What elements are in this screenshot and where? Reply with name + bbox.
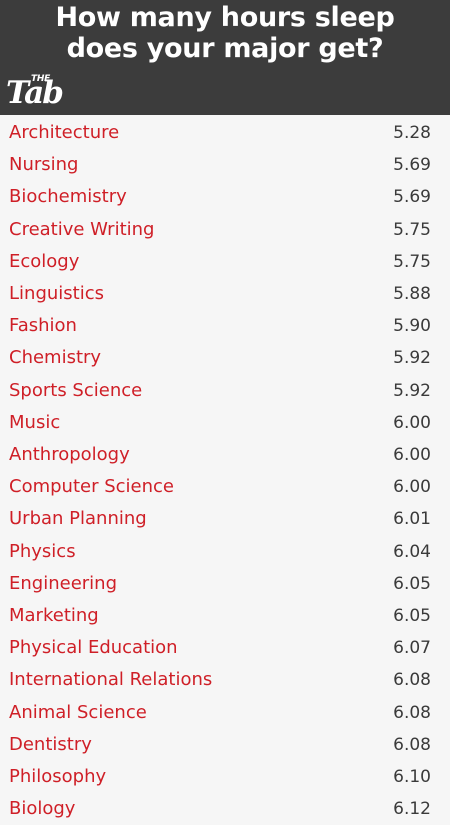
major-label: Sports Science [9,379,143,401]
table-row: Animal Science 6.08 [0,697,450,729]
sleep-hours-value: 6.00 [393,445,431,465]
title-line-2: does your major get? [66,33,384,64]
table-row: Architecture 5.28 [0,117,450,149]
sleep-hours-value: 5.69 [393,155,431,176]
major-label: Animal Science [9,701,147,723]
sleep-hours-value: 5.92 [393,348,431,369]
header: How many hours sleep does your major get… [0,0,450,115]
major-label: Linguistics [9,283,104,304]
major-label: Anthropology [9,444,130,465]
sleep-hours-value: 6.08 [393,670,431,691]
table-row: Computer Science 6.00 [0,471,450,503]
sleep-hours-value: 6.07 [393,638,431,659]
major-label: Ecology [9,250,80,272]
major-label: Marketing [9,605,99,626]
table-row: Linguistics 5.88 [0,278,450,310]
table-row: Nursing 5.69 [0,149,450,181]
table-row: Ecology 5.75 [0,246,450,278]
major-label: International Relations [9,669,213,691]
sleep-table: Architecture 5.28 Nursing 5.69 Biochemistry 5… [0,115,450,822]
sleep-hours-value: 5.69 [393,187,431,208]
sleep-hours-value: 5.75 [393,219,431,240]
table-row: Sports Science 5.92 [0,375,450,407]
table-row: Biology 6.12 [0,793,450,825]
table-row: Physics 6.04 [0,536,450,568]
major-label: Physics [9,540,76,562]
major-label: Engineering [9,572,117,594]
sleep-hours-value: 6.08 [393,734,431,755]
sleep-hours-value: 6.04 [393,541,431,562]
logo-small-text: THE [31,74,50,84]
sleep-hours-value: 5.90 [393,316,431,337]
major-label: Creative Writing [9,218,155,240]
table-row: Philosophy 6.10 [0,761,450,793]
table-row: Marketing 6.05 [0,600,450,632]
table-row: Anthropology 6.00 [0,439,450,471]
major-label: Biochemistry [9,186,127,208]
sleep-hours-value: 6.10 [393,767,431,787]
table-row: Fashion 5.90 [0,310,450,342]
sleep-hours-value: 5.88 [393,284,431,304]
major-label: Computer Science [9,476,174,498]
page-title: How many hours sleep does your major get… [0,2,450,64]
sleep-hours-value: 6.00 [393,477,431,498]
sleep-hours-value: 5.75 [393,251,431,272]
the-tab-logo: THE Tab [6,74,86,114]
sleep-hours-value: 6.00 [393,412,431,433]
table-row: Urban Planning 6.01 [0,503,450,535]
major-label: Nursing [9,154,79,176]
major-label: Architecture [9,122,120,143]
sleep-hours-value: 6.08 [393,702,431,723]
table-row: Chemistry 5.92 [0,342,450,374]
table-row: Physical Education 6.07 [0,632,450,664]
table-row: Creative Writing 5.75 [0,214,450,246]
major-label: Physical Education [9,637,178,659]
sleep-hours-value: 5.92 [393,380,431,401]
major-label: Chemistry [9,347,102,369]
title-line-1: How many hours sleep [55,2,395,33]
sleep-hours-value: 6.05 [393,606,431,626]
table-row: Music 6.00 [0,407,450,439]
sleep-hours-value: 6.05 [393,573,431,594]
major-label: Dentistry [9,733,92,755]
sleep-hours-value: 5.28 [393,123,431,143]
table-row: Dentistry 6.08 [0,729,450,761]
major-label: Biology [9,798,76,820]
table-row: Biochemistry 5.69 [0,181,450,213]
sleep-hours-value: 6.12 [393,799,431,820]
sleep-hours-value: 6.01 [393,509,431,530]
major-label: Urban Planning [9,508,147,530]
major-label: Music [9,411,61,433]
table-row: Engineering 6.05 [0,568,450,600]
table-row: International Relations 6.08 [0,664,450,696]
logo-word: Tab [6,75,64,111]
major-label: Philosophy [9,766,107,787]
major-label: Fashion [9,315,77,337]
